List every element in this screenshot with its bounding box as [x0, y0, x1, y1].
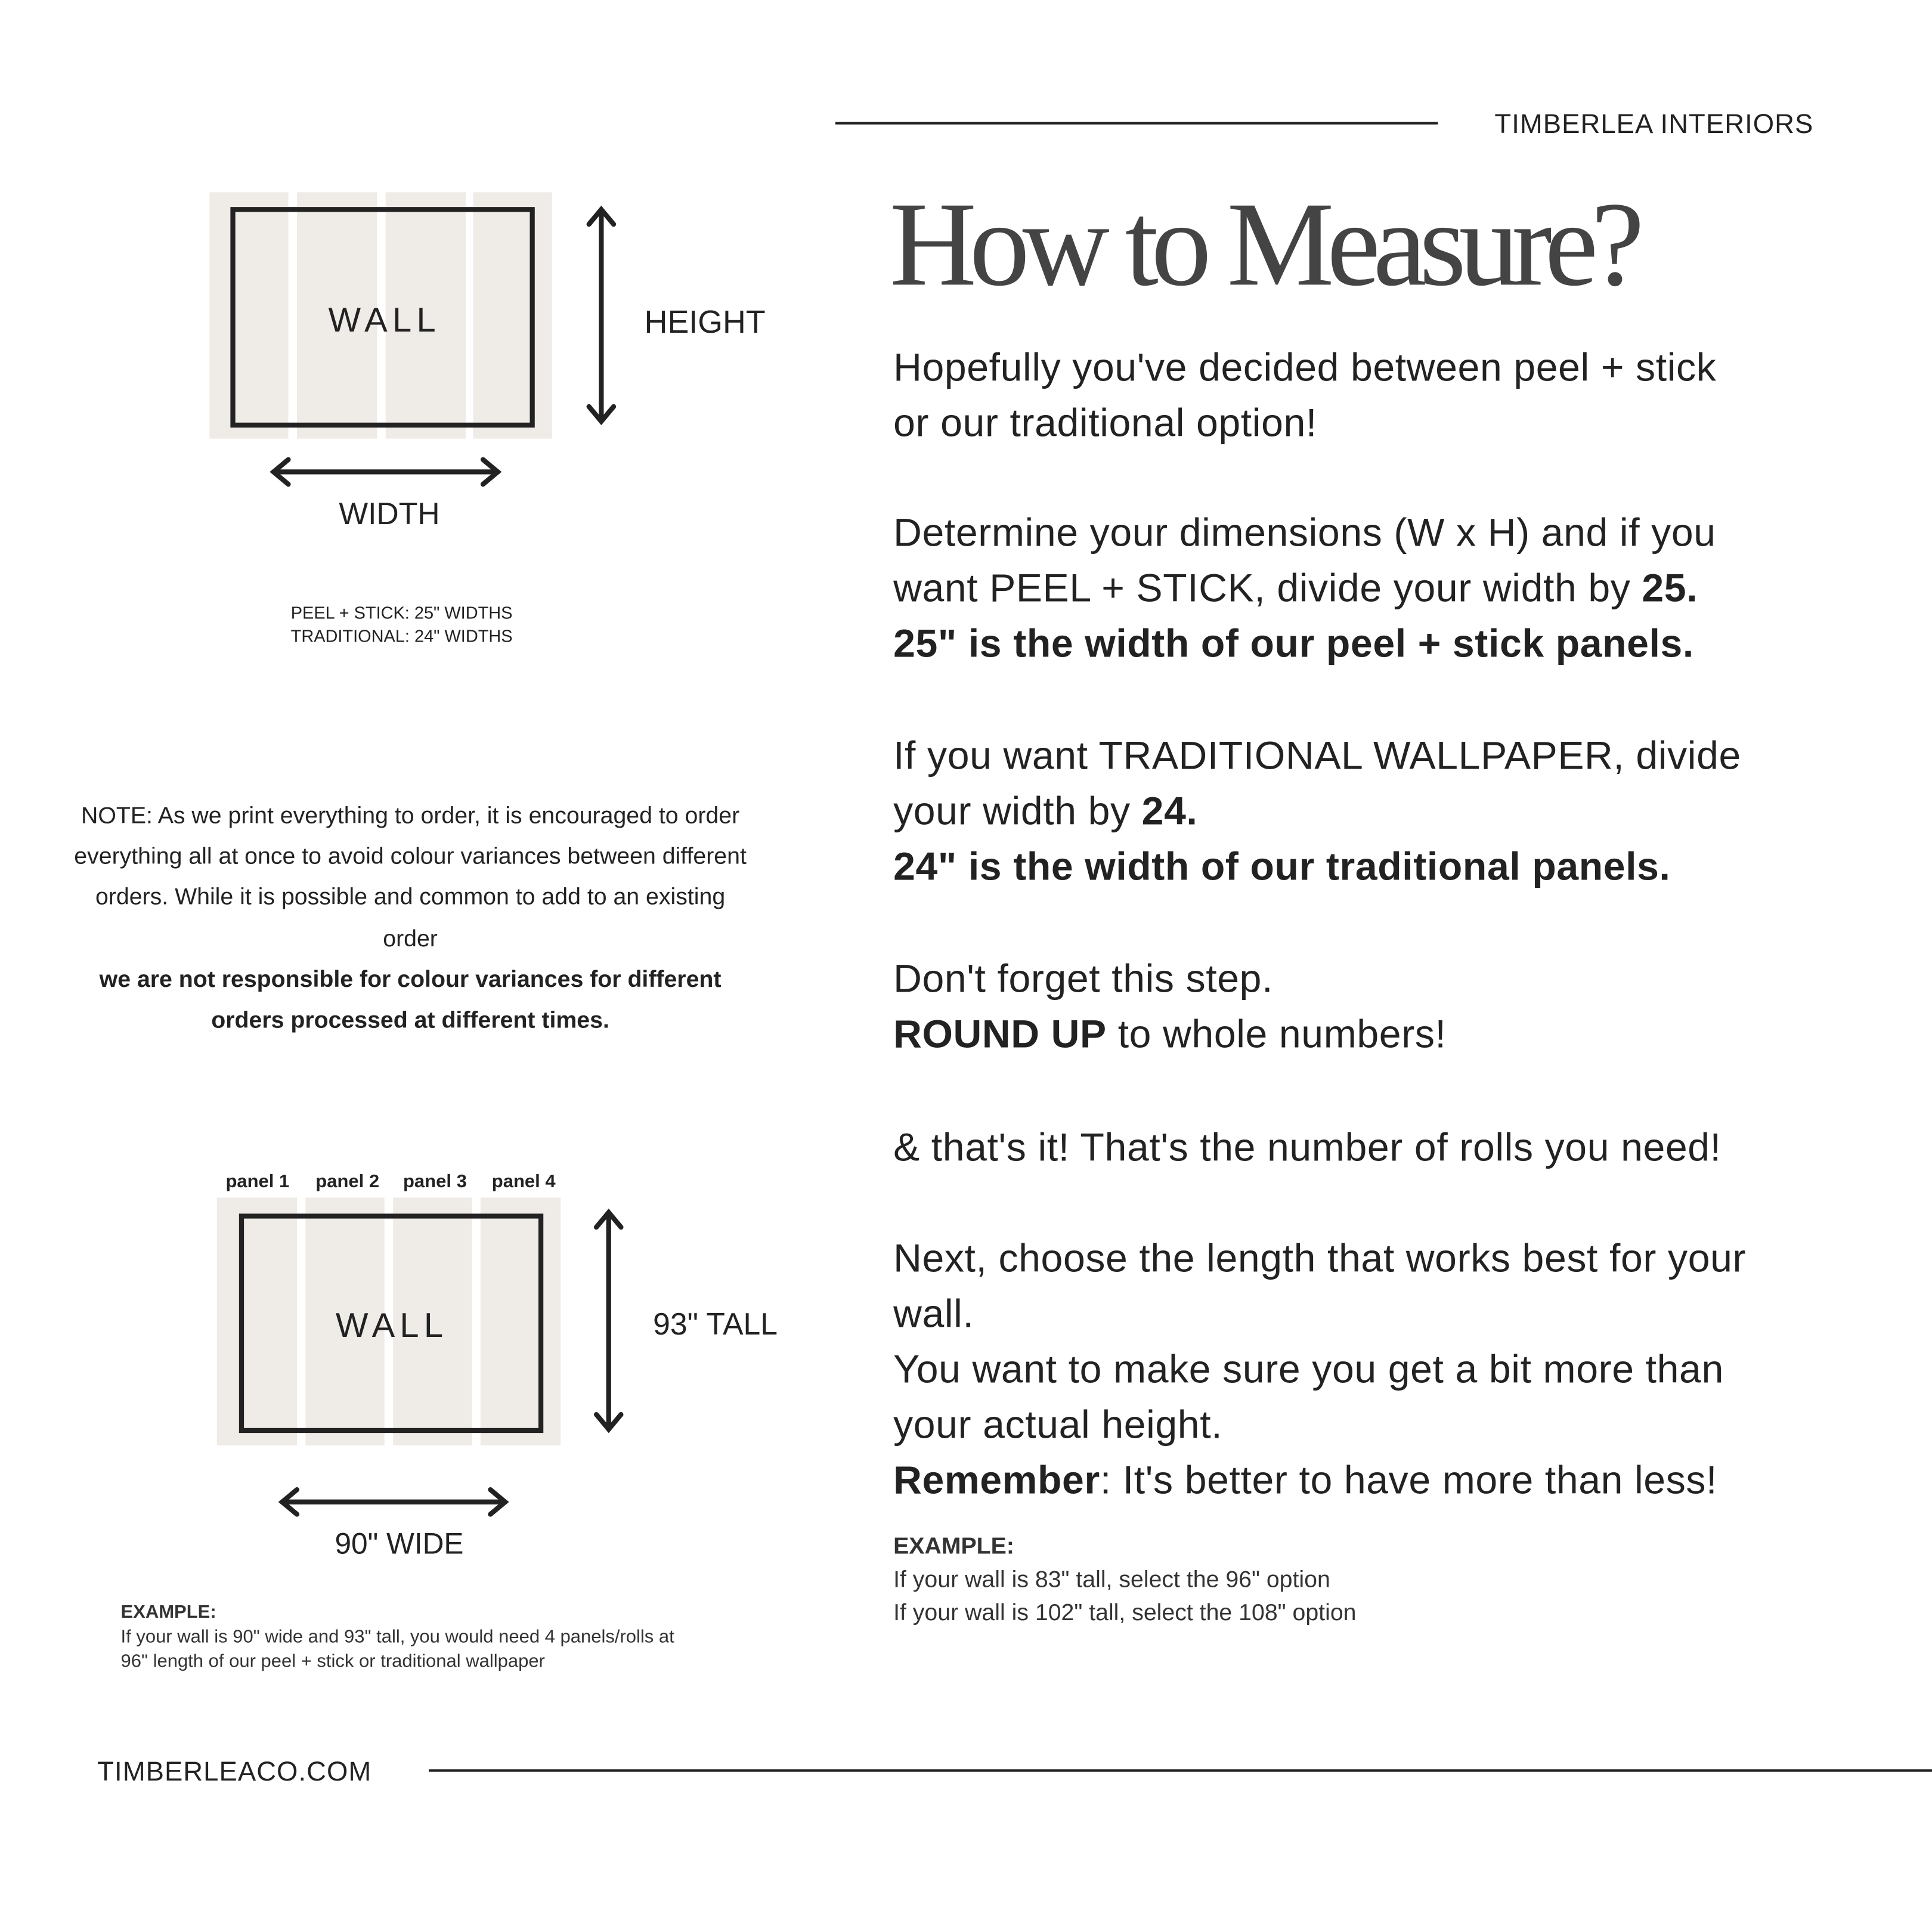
- text-line: ROUND UP to whole numbers!: [893, 1007, 1746, 1062]
- text-line: or our traditional option!: [893, 400, 1317, 445]
- example-line: If your wall is 102" tall, select the 10…: [893, 1600, 1357, 1627]
- text: want PEEL + STICK, divide your width by: [893, 565, 1642, 610]
- text-line: 24" is the width of our traditional pane…: [893, 839, 1746, 894]
- text: : It's better to have more than less!: [1100, 1457, 1718, 1502]
- panel-strip: [385, 192, 466, 439]
- example-line: If your wall is 83" tall, select the 96"…: [893, 1567, 1330, 1593]
- text-line: Determine your dimensions (W x H) and if…: [893, 510, 1716, 555]
- bold-text: Remember: [893, 1457, 1100, 1502]
- width-arrow-icon: [270, 457, 502, 487]
- note-line: TRADITIONAL: 24" WIDTHS: [290, 626, 513, 646]
- text: to whole numbers!: [1106, 1011, 1447, 1056]
- example-right: EXAMPLE: If your wall is 83" tall, selec…: [893, 1530, 1356, 1630]
- wall-label: WALL: [328, 301, 441, 339]
- wall-outline: [230, 207, 535, 428]
- panel-strip: [296, 192, 377, 439]
- page-title: How to Measure?: [889, 178, 1645, 312]
- text-line: wall.: [893, 1291, 974, 1336]
- text-line: You want to make sure you get a bit more…: [893, 1346, 1724, 1391]
- text-line: Don't forget this step.: [893, 956, 1274, 1001]
- footer-url: TIMBERLEACO.COM: [97, 1755, 372, 1787]
- height-arrow-icon: [593, 1208, 624, 1433]
- text-line: want PEEL + STICK, divide your width by …: [893, 561, 1746, 616]
- example-heading: EXAMPLE:: [893, 1534, 1014, 1560]
- example-heading: EXAMPLE:: [120, 1602, 216, 1623]
- bold-text: 24" is the width of our traditional pane…: [893, 844, 1671, 888]
- height-label: HEIGHT: [644, 303, 766, 340]
- text-line: your actual height.: [893, 1402, 1223, 1447]
- text-line: Next, choose the length that works best …: [893, 1236, 1747, 1280]
- text-line: 25" is the width of our peel + stick pan…: [893, 616, 1746, 671]
- panel-label: panel 4: [491, 1171, 556, 1193]
- example-line: 96" length of our peel + stick or tradit…: [120, 1651, 545, 1672]
- panel-strip: [480, 1197, 561, 1445]
- text-line: & that's it! That's the number of rolls …: [893, 1125, 1722, 1169]
- bold-text: 24.: [1141, 788, 1198, 833]
- panel-strip: [216, 1197, 297, 1445]
- panel-label: panel 3: [403, 1171, 467, 1193]
- note-bold-text: we are not responsible for colour varian…: [99, 967, 722, 1034]
- footer-rule: [429, 1769, 1932, 1772]
- panel-label: panel 1: [225, 1171, 290, 1193]
- wall-outline: [239, 1213, 544, 1433]
- note-line: PEEL + STICK: 25" WIDTHS: [290, 602, 513, 623]
- note-text: NOTE: As we print everything to order, i…: [74, 803, 747, 952]
- width-notes: PEEL + STICK: 25" WIDTHS TRADITIONAL: 24…: [246, 601, 557, 648]
- height-arrow-icon: [586, 205, 617, 426]
- example-left: EXAMPLE: If your wall is 90" wide and 93…: [120, 1600, 674, 1674]
- panel-strip: [305, 1197, 385, 1445]
- example-line: If your wall is 90" wide and 93" tall, y…: [120, 1626, 674, 1648]
- text-line: Remember: It's better to have more than …: [893, 1453, 1746, 1508]
- panel-strip: [473, 192, 552, 439]
- height-label: 93" TALL: [653, 1307, 778, 1342]
- panel-strip: [209, 192, 289, 439]
- brand-name: TIMBERLEA INTERIORS: [1494, 108, 1814, 140]
- bold-text: 25" is the width of our peel + stick pan…: [893, 621, 1694, 665]
- text-line: If you want TRADITIONAL WALLPAPER, divid…: [893, 733, 1741, 778]
- panel-strip: [393, 1197, 472, 1445]
- panel-label: panel 2: [315, 1171, 380, 1193]
- width-arrow-icon: [278, 1487, 509, 1517]
- width-label: WIDTH: [339, 497, 440, 532]
- instructions: Hopefully you've decided between peel + …: [893, 340, 1746, 1508]
- bold-text: ROUND UP: [893, 1011, 1107, 1056]
- text-line: your width by 24.: [893, 784, 1746, 839]
- bold-text: 25.: [1642, 565, 1698, 610]
- wall-label: WALL: [335, 1306, 448, 1345]
- header-rule: [835, 122, 1438, 124]
- text: your width by: [893, 788, 1142, 833]
- width-label: 90" WIDE: [335, 1528, 464, 1562]
- order-note: NOTE: As we print everything to order, i…: [74, 796, 747, 1042]
- text-line: Hopefully you've decided between peel + …: [893, 345, 1717, 389]
